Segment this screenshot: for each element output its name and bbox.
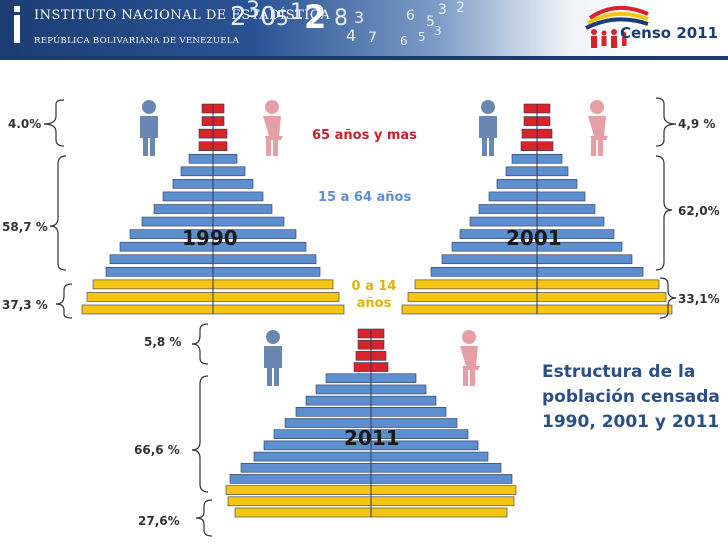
bracket-2001-working bbox=[655, 209, 673, 271]
bracket-2011-young bbox=[195, 517, 213, 537]
bracket-2001-young bbox=[659, 297, 677, 319]
header-bar: INSTITUTO NACIONAL DE ESTADÍSTICA REPÚBL… bbox=[0, 0, 728, 66]
census-label: Censo 2011 bbox=[620, 24, 719, 42]
ine-logo-icon bbox=[14, 6, 20, 43]
pct-1990-old: 4.0% bbox=[8, 117, 42, 131]
bracket-1990-working bbox=[49, 155, 67, 227]
bracket-2011-young bbox=[195, 499, 213, 519]
pct-2001-young: 33,1% bbox=[678, 292, 720, 306]
year-label-2001: 2001 bbox=[506, 226, 562, 250]
bracket-2011-working bbox=[191, 375, 209, 451]
bracket-1990-working bbox=[49, 225, 67, 271]
bracket-1990-young bbox=[55, 283, 73, 305]
pct-2011-old: 5,8 % bbox=[144, 335, 182, 349]
female-figure-2011 bbox=[460, 330, 480, 386]
bracket-2001-young bbox=[659, 277, 677, 299]
pct-1990-working: 58,7 % bbox=[2, 220, 48, 234]
age-label-young: 0 a 14 años bbox=[351, 279, 397, 311]
chart-title: Estructura de la población censada 1990,… bbox=[542, 362, 720, 432]
bracket-2001-working bbox=[655, 155, 673, 211]
bracket-1990-old bbox=[43, 99, 65, 125]
header-divider bbox=[0, 56, 728, 60]
person-figures bbox=[140, 100, 608, 386]
pyramid-bars bbox=[81, 103, 673, 518]
bracket-2001-old bbox=[655, 123, 677, 147]
bracket-2001-old bbox=[655, 97, 677, 125]
bracket-1990-old bbox=[43, 123, 65, 147]
year-label-1990: 1990 bbox=[182, 226, 238, 250]
male-figure-2011 bbox=[264, 330, 282, 386]
bracket-2011-old bbox=[191, 343, 209, 365]
bracket-lines bbox=[43, 97, 677, 537]
pct-2011-working: 66,6 % bbox=[134, 443, 180, 457]
female-figure-1990 bbox=[263, 100, 283, 156]
pct-2001-old: 4,9 % bbox=[678, 117, 716, 131]
age-label-old: 65 años y mas bbox=[312, 128, 417, 143]
age-label-working: 15 a 64 años bbox=[318, 190, 412, 205]
male-figure-1990 bbox=[140, 100, 158, 156]
male-figure-2001 bbox=[479, 100, 497, 156]
year-label-2011: 2011 bbox=[344, 426, 400, 450]
pct-2011-young: 27,6% bbox=[138, 514, 180, 528]
pct-1990-young: 37,3 % bbox=[2, 298, 48, 312]
bracket-2011-working bbox=[191, 449, 209, 493]
institute-name: INSTITUTO NACIONAL DE ESTADÍSTICA bbox=[34, 8, 331, 23]
bracket-1990-young bbox=[55, 303, 73, 319]
bracket-2011-old bbox=[191, 323, 209, 345]
censo-logo-icon bbox=[585, 6, 649, 48]
pct-2001-working: 62,0% bbox=[678, 204, 720, 218]
institute-country: REPÚBLICA BOLIVARIANA DE VENEZUELA bbox=[34, 36, 240, 46]
female-figure-2001 bbox=[588, 100, 608, 156]
